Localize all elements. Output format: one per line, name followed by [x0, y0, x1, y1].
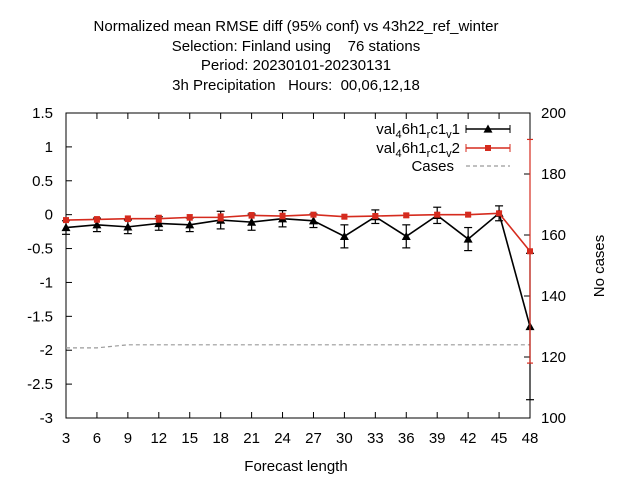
data-point — [154, 218, 164, 228]
data-point — [434, 211, 441, 218]
series-layer — [61, 138, 535, 401]
legend-subscript: r — [427, 129, 431, 141]
data-point — [92, 220, 102, 229]
legend-label-3: Cases — [411, 158, 454, 175]
legend-text: c1 — [430, 140, 446, 157]
x-tick-label: 30 — [336, 430, 353, 447]
y-tick-label: -0.5 — [27, 241, 53, 258]
y-tick-label: 1.5 — [32, 105, 53, 122]
data-point — [339, 231, 349, 240]
series-3 — [66, 344, 530, 349]
series-line — [65, 212, 531, 252]
title-line-3: Period: 20230101-20230131 — [201, 57, 391, 74]
y-tick-label: -1.5 — [27, 308, 53, 325]
legend-subscript: v — [446, 129, 452, 141]
data-point — [61, 223, 71, 232]
legend-label-2: val46h1rc1v2 — [376, 140, 460, 160]
legend-subscript: 4 — [395, 148, 401, 160]
x-axis: 3 6 9 12 15 18 21 24 27 30 33 36 39 42 45 48 — [62, 113, 539, 447]
legend-text: 2 — [452, 140, 460, 157]
data-point — [123, 222, 133, 231]
x-tick-label: 15 — [181, 430, 198, 447]
legend-subscript: v — [446, 148, 452, 160]
data-point — [401, 231, 411, 240]
x-tick-label: 36 — [398, 430, 415, 447]
y2-tick-label: 200 — [541, 105, 566, 122]
y-tick-label: 0 — [45, 207, 53, 224]
legend-text: val — [376, 121, 395, 138]
x-tick-label: 12 — [150, 430, 167, 447]
data-point — [279, 213, 286, 220]
data-point — [217, 214, 224, 221]
x-tick-label: 6 — [93, 430, 101, 447]
data-point — [93, 216, 100, 223]
series-1 — [61, 205, 535, 401]
legend-marker-1 — [483, 124, 493, 133]
title-line-4: 3h Precipitation Hours: 00,06,12,18 — [172, 77, 420, 94]
x-tick-label: 45 — [491, 430, 508, 447]
y2-tick-label: 100 — [541, 410, 566, 427]
y-tick-label: -2.5 — [27, 376, 53, 393]
legend-subscript: r — [427, 148, 431, 160]
legend-swatch-2 — [465, 144, 511, 152]
y-tick-label: -2 — [40, 342, 53, 359]
data-point — [496, 210, 503, 217]
y2-axis-label: No cases — [591, 235, 608, 298]
legend-marker-2 — [485, 145, 491, 151]
x-tick-label: 27 — [305, 430, 322, 447]
y-axis: -3 -2.5 -2 -1.5 -1 -0.5 0 0.5 1 1.5 — [27, 105, 72, 427]
legend-text: 6h1 — [402, 121, 427, 138]
data-point — [185, 220, 195, 229]
y2-axis: 100 120 140 160 180 200 — [524, 105, 566, 427]
y2-tick-label: 180 — [541, 166, 566, 183]
x-tick-label: 9 — [124, 430, 132, 447]
title-line-1: Normalized mean RMSE diff (95% conf) vs … — [94, 18, 499, 35]
data-point — [63, 217, 69, 224]
chart-title: Normalized mean RMSE diff (95% conf) vs … — [94, 18, 499, 94]
data-point — [463, 234, 473, 243]
series-line — [66, 344, 530, 349]
legend-text: val — [376, 140, 395, 157]
x-tick-label: 42 — [460, 430, 477, 447]
legend-text: 6h1 — [402, 140, 427, 157]
y2-tick-label: 160 — [541, 227, 566, 244]
plot-frame — [65, 112, 531, 419]
legend-swatch-1 — [465, 124, 511, 133]
data-point — [186, 214, 193, 221]
x-axis-label: Forecast length — [244, 458, 347, 475]
data-point — [124, 215, 131, 222]
x-tick-label: 21 — [243, 430, 260, 447]
data-point — [341, 213, 348, 220]
data-point — [247, 217, 257, 226]
y-tick-label: 0.5 — [32, 173, 53, 190]
series-line — [65, 211, 531, 327]
x-tick-label: 48 — [522, 430, 539, 447]
y-tick-label: 1 — [45, 139, 53, 156]
data-point — [465, 211, 472, 218]
legend-subscript: 4 — [395, 129, 401, 141]
y-tick-label: -1 — [40, 274, 53, 291]
y2-tick-label: 140 — [541, 288, 566, 305]
legend-label-1: val46h1rc1v1 — [376, 121, 460, 141]
legend: val46h1rc1v1 val46h1rc1v2 Cases — [376, 121, 511, 175]
y2-tick-label: 120 — [541, 349, 566, 366]
x-tick-label: 24 — [274, 430, 291, 447]
data-point — [308, 216, 318, 225]
data-point — [403, 212, 410, 219]
data-point — [372, 213, 379, 220]
data-point — [155, 215, 162, 222]
data-point — [527, 248, 533, 255]
x-tick-label: 39 — [429, 430, 446, 447]
legend-text: c1 — [430, 121, 446, 138]
x-tick-label: 33 — [367, 430, 384, 447]
title-line-2: Selection: Finland using 76 stations — [172, 38, 420, 55]
series-2 — [63, 138, 533, 364]
data-point — [310, 211, 317, 218]
legend-text: 1 — [452, 121, 460, 138]
data-point — [248, 212, 255, 219]
x-tick-label: 18 — [212, 430, 229, 447]
y-tick-label: -3 — [40, 410, 53, 427]
x-tick-label: 3 — [62, 430, 70, 447]
